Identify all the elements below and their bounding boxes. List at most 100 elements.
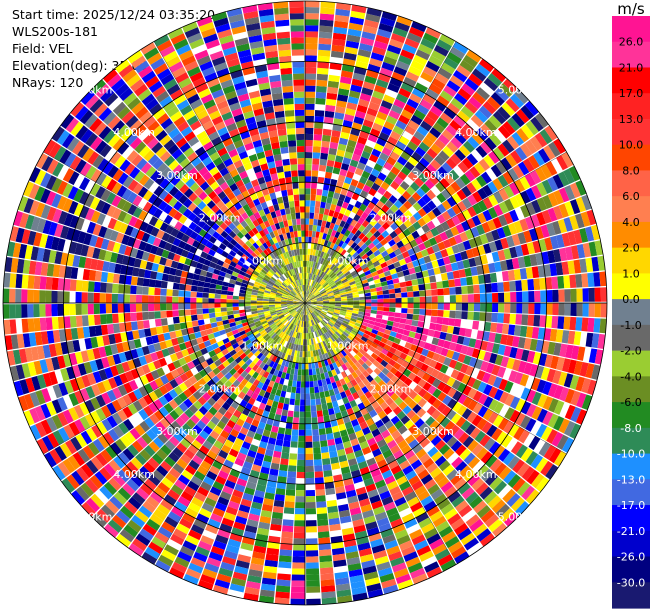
ppi-cell: [439, 33, 455, 47]
ppi-cell: [175, 329, 183, 338]
ppi-cell: [324, 259, 329, 267]
ppi-cell: [237, 273, 245, 280]
ppi-cell: [479, 312, 486, 322]
ppi-cell: [321, 220, 327, 228]
ppi-cell: [305, 299, 310, 303]
ppi-cell: [365, 231, 373, 239]
ppi-cell: [588, 287, 595, 302]
ppi-cell: [329, 304, 336, 306]
ppi-cell: [480, 340, 489, 351]
ppi-cell: [569, 423, 581, 439]
ppi-cell: [352, 294, 359, 298]
ppi-cell: [404, 274, 412, 282]
ppi-cell: [427, 268, 435, 277]
ppi-cell: [184, 485, 197, 497]
ppi-cell: [287, 379, 293, 387]
ppi-cell: [80, 129, 94, 144]
ppi-cell: [178, 402, 189, 413]
ppi-cell: [480, 360, 489, 372]
ppi-cell: [305, 327, 307, 334]
ppi-cell: [513, 220, 523, 234]
ppi-cell: [144, 417, 155, 429]
ppi-cell: [151, 453, 164, 465]
ppi-cell: [600, 303, 607, 318]
ppi-cell: [252, 315, 259, 320]
ppi-cell: [451, 215, 461, 226]
ppi-cell: [172, 316, 180, 324]
ppi-cell: [305, 170, 312, 177]
ppi-cell: [299, 303, 305, 305]
ppi-cell: [446, 271, 454, 280]
ppi-cell: [534, 290, 541, 302]
ppi-cell: [362, 370, 370, 378]
ppi-cell: [225, 364, 234, 372]
ppi-cell: [333, 312, 340, 316]
ppi-cell: [319, 335, 325, 342]
ppi-cell: [343, 113, 355, 122]
ppi-cell: [218, 243, 227, 251]
ppi-cell: [168, 451, 180, 463]
ppi-cell: [475, 482, 489, 496]
ppi-cell: [117, 469, 130, 483]
ppi-cell: [318, 213, 324, 221]
ppi-cell: [390, 180, 400, 190]
ppi-cell: [573, 331, 582, 346]
ppi-cell: [178, 392, 188, 402]
ppi-cell: [41, 388, 52, 403]
ppi-cell: [258, 345, 265, 353]
ppi-cell: [507, 168, 519, 182]
ppi-cell: [16, 333, 25, 349]
ppi-cell: [221, 517, 235, 527]
ppi-cell: [202, 568, 218, 579]
ppi-cell: [490, 322, 498, 333]
ppi-cell: [441, 200, 452, 211]
ppi-cell: [445, 263, 453, 273]
ppi-cell: [192, 216, 202, 225]
ppi-cell: [163, 266, 171, 275]
ppi-cell: [155, 559, 171, 573]
ppi-cell: [423, 357, 432, 366]
ppi-cell: [331, 265, 338, 272]
ppi-cell: [441, 210, 452, 221]
ppi-cell: [396, 15, 412, 27]
ppi-cell: [81, 315, 89, 327]
ppi-cell: [523, 230, 533, 243]
ppi-cell: [498, 292, 505, 303]
ppi-cell: [591, 256, 600, 272]
ppi-cell: [166, 424, 177, 436]
ppi-cell: [234, 437, 244, 447]
ppi-cell: [354, 222, 362, 230]
ppi-cell: [411, 366, 421, 375]
ppi-cell: [245, 524, 258, 534]
ppi-cell: [411, 279, 419, 286]
ppi-cell: [504, 393, 515, 407]
ppi-cell: [135, 230, 145, 241]
ppi-cell: [525, 120, 539, 136]
ppi-cell: [368, 463, 379, 472]
ppi-cell: [385, 50, 400, 61]
ppi-cell: [418, 340, 426, 348]
ppi-cell: [198, 324, 206, 332]
ppi-cell: [294, 405, 300, 412]
ppi-cell: [164, 516, 179, 528]
ppi-cell: [404, 491, 417, 502]
ppi-cell: [362, 509, 375, 519]
ppi-cell: [201, 335, 210, 342]
ppi-cell: [506, 135, 520, 150]
ppi-cell: [344, 402, 352, 410]
ppi-cell: [206, 388, 216, 397]
ppi-cell: [211, 393, 221, 402]
ppi-cell: [481, 221, 491, 233]
ppi-cell: [352, 251, 359, 259]
ppi-cell: [364, 113, 376, 123]
ppi-cell: [330, 50, 344, 59]
ppi-cell: [329, 363, 335, 371]
ppi-cell: [429, 344, 438, 353]
ppi-cell: [245, 580, 261, 590]
ppi-cell: [118, 274, 126, 285]
ppi-cell: [480, 254, 488, 265]
ppi-cell: [398, 323, 406, 330]
ppi-cell: [504, 407, 515, 420]
ppi-cell: [344, 46, 358, 55]
ppi-cell: [232, 379, 241, 388]
